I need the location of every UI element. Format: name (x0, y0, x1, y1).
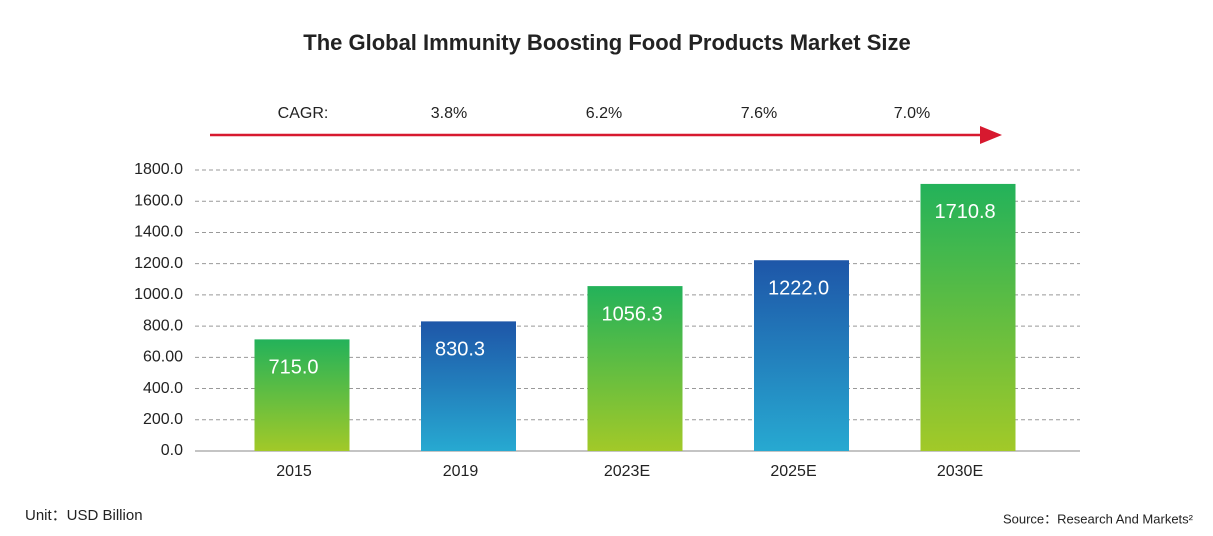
y-tick-label: 1400.0 (134, 224, 183, 241)
y-tick-label: 0.0 (161, 442, 183, 459)
bar (754, 260, 849, 451)
chart-title: The Global Immunity Boosting Food Produc… (303, 30, 911, 55)
cagr-arrowhead (980, 126, 1002, 144)
value-label: 715.0 (269, 357, 319, 379)
cagr-title: CAGR: (278, 105, 329, 122)
y-tick-label: 60.00 (143, 349, 183, 366)
x-tick-label: 2023E (604, 463, 650, 480)
bar (587, 286, 683, 451)
x-tick-label: 2015 (276, 463, 312, 480)
cagr-label: 3.8% (431, 105, 467, 122)
value-label: 1222.0 (768, 278, 829, 300)
value-label: 1056.3 (602, 303, 663, 325)
x-tick-label: 2030E (937, 463, 983, 480)
x-tick-label: 2019 (443, 463, 479, 480)
bar (254, 339, 350, 451)
unit-note: Unit：USD Billion (25, 507, 143, 524)
y-tick-label: 1600.0 (134, 192, 183, 209)
source-note: Source：Research And Markets² (1003, 511, 1194, 526)
value-label: 830.3 (435, 339, 485, 361)
y-tick-label: 1000.0 (134, 286, 183, 303)
bar (920, 183, 1016, 451)
value-label: 1710.8 (935, 201, 996, 223)
cagr-label: 7.0% (894, 105, 930, 122)
cagr-label: 7.6% (741, 105, 777, 122)
bar (421, 321, 516, 451)
y-tick-label: 800.0 (143, 317, 183, 334)
y-tick-label: 1800.0 (134, 161, 183, 178)
y-tick-label: 400.0 (143, 380, 183, 397)
y-tick-label: 1200.0 (134, 255, 183, 272)
y-tick-label: 200.0 (143, 411, 183, 428)
cagr-label: 6.2% (586, 105, 622, 122)
x-tick-label: 2025E (770, 463, 816, 480)
